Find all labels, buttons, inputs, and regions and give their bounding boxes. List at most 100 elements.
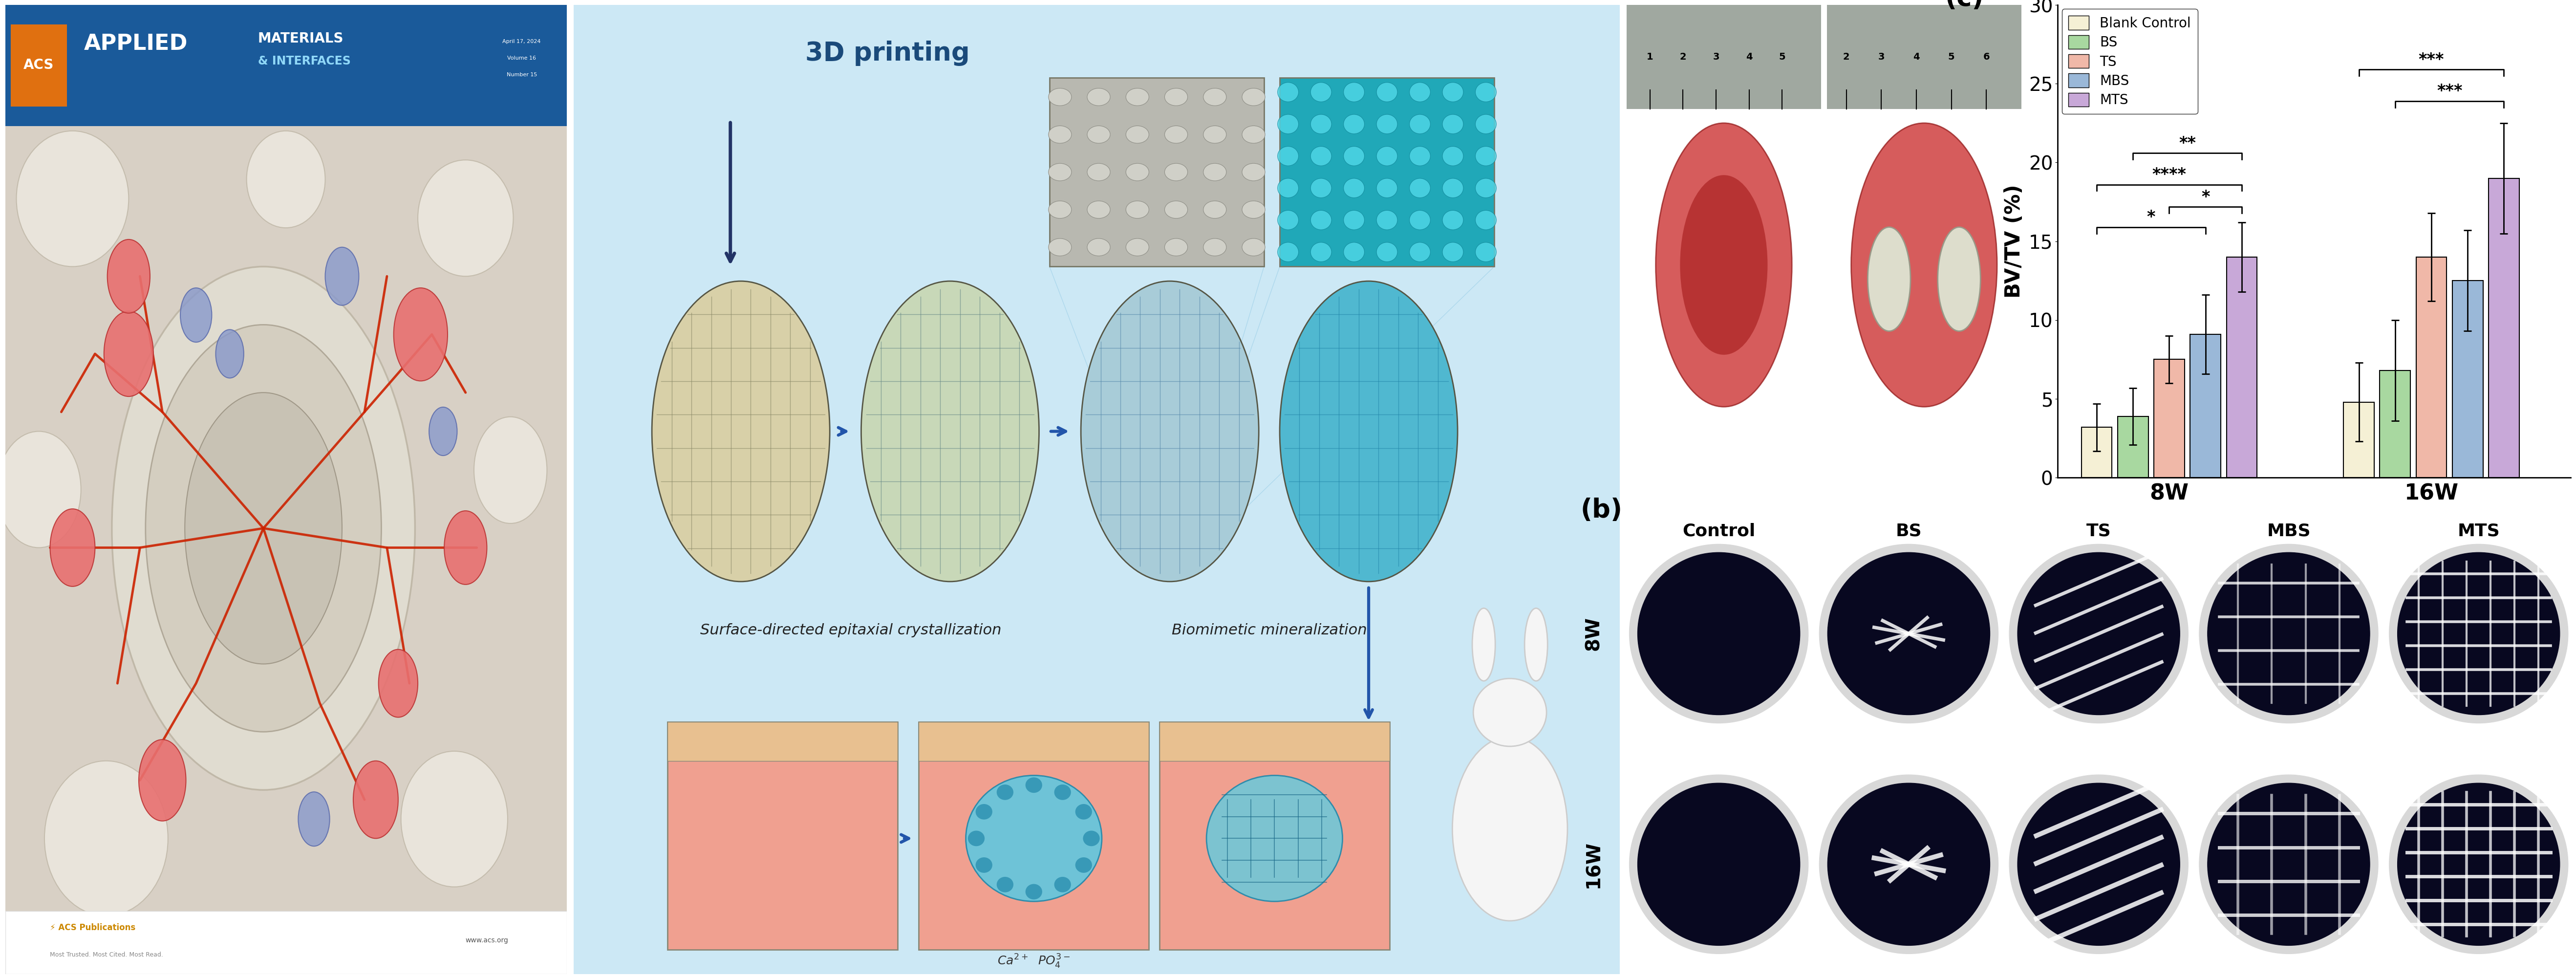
Circle shape xyxy=(2398,552,2561,715)
Ellipse shape xyxy=(44,761,167,916)
Circle shape xyxy=(139,739,185,821)
Bar xyxy=(667,723,899,950)
Ellipse shape xyxy=(1164,88,1188,106)
Circle shape xyxy=(2388,774,2568,954)
Circle shape xyxy=(1311,82,1332,102)
Circle shape xyxy=(379,649,417,718)
Title: TS: TS xyxy=(2087,523,2112,539)
Circle shape xyxy=(1476,210,1497,230)
Circle shape xyxy=(1476,82,1497,102)
Circle shape xyxy=(976,804,992,819)
Ellipse shape xyxy=(1453,736,1566,921)
Circle shape xyxy=(1443,243,1463,261)
Ellipse shape xyxy=(1126,201,1149,218)
Circle shape xyxy=(1443,82,1463,102)
Text: Samples: Samples xyxy=(1883,432,1965,448)
Ellipse shape xyxy=(1203,163,1226,181)
Circle shape xyxy=(1409,178,1430,198)
Bar xyxy=(10,24,67,107)
Text: 3: 3 xyxy=(1878,52,1886,62)
Circle shape xyxy=(1082,830,1100,846)
Circle shape xyxy=(325,248,358,305)
Circle shape xyxy=(1409,115,1430,134)
Circle shape xyxy=(2388,544,2568,723)
Ellipse shape xyxy=(860,281,1038,582)
Text: ⚡ ACS Publications: ⚡ ACS Publications xyxy=(49,923,137,932)
Circle shape xyxy=(1819,544,1999,723)
Circle shape xyxy=(1345,82,1365,102)
Circle shape xyxy=(1409,82,1430,102)
Title: BS: BS xyxy=(1896,523,1922,539)
Title: Control: Control xyxy=(1682,523,1754,539)
Ellipse shape xyxy=(1126,126,1149,143)
Circle shape xyxy=(2398,783,2561,946)
Circle shape xyxy=(1376,115,1396,134)
Text: 4: 4 xyxy=(1914,52,1919,62)
Text: 2: 2 xyxy=(1680,52,1687,62)
Ellipse shape xyxy=(1048,126,1072,143)
Text: ACS: ACS xyxy=(23,58,54,71)
Circle shape xyxy=(1443,115,1463,134)
Text: Surface-directed epitaxial crystallization: Surface-directed epitaxial crystallizati… xyxy=(701,623,1002,637)
Ellipse shape xyxy=(1164,201,1188,218)
Circle shape xyxy=(103,311,155,396)
Circle shape xyxy=(1376,178,1396,198)
Bar xyxy=(5,126,567,911)
Circle shape xyxy=(299,792,330,846)
Circle shape xyxy=(1376,210,1396,230)
Circle shape xyxy=(1311,243,1332,261)
Circle shape xyxy=(1054,877,1072,892)
Bar xyxy=(2452,281,2483,478)
Circle shape xyxy=(1443,178,1463,198)
Circle shape xyxy=(1345,147,1365,165)
Bar xyxy=(2117,416,2148,478)
Circle shape xyxy=(49,509,95,586)
Circle shape xyxy=(1476,243,1497,261)
Text: 5: 5 xyxy=(1780,52,1785,62)
Text: 6: 6 xyxy=(1984,52,1989,62)
Text: 3D printing: 3D printing xyxy=(806,41,969,66)
Circle shape xyxy=(2009,774,2187,954)
Ellipse shape xyxy=(1203,126,1226,143)
Circle shape xyxy=(1376,147,1396,165)
Circle shape xyxy=(1025,777,1043,793)
Circle shape xyxy=(2200,774,2378,954)
Circle shape xyxy=(1638,783,1801,946)
Text: MATERIALS: MATERIALS xyxy=(258,32,343,46)
Ellipse shape xyxy=(1680,175,1767,354)
Circle shape xyxy=(1476,115,1497,134)
Ellipse shape xyxy=(1164,126,1188,143)
Circle shape xyxy=(1311,210,1332,230)
Bar xyxy=(2344,402,2375,478)
Ellipse shape xyxy=(1164,163,1188,181)
Circle shape xyxy=(1631,774,1808,954)
Circle shape xyxy=(1409,243,1430,261)
Text: www.acs.org: www.acs.org xyxy=(466,937,507,944)
Circle shape xyxy=(2009,544,2187,723)
Circle shape xyxy=(111,266,415,790)
Bar xyxy=(2190,334,2221,478)
Bar xyxy=(920,723,1149,950)
Circle shape xyxy=(1025,884,1043,900)
Text: *: * xyxy=(2202,189,2210,205)
Legend: Blank Control, BS, TS, MBS, MTS: Blank Control, BS, TS, MBS, MTS xyxy=(2061,9,2197,114)
Circle shape xyxy=(1476,147,1497,165)
Bar xyxy=(5,5,567,126)
Text: $Ca^{2+}$  $PO_4^{3-}$: $Ca^{2+}$ $PO_4^{3-}$ xyxy=(997,953,1069,969)
Bar xyxy=(1159,723,1388,761)
Text: Volume 16: Volume 16 xyxy=(507,56,536,61)
Circle shape xyxy=(108,240,149,313)
Bar xyxy=(2081,427,2112,478)
Ellipse shape xyxy=(0,432,80,547)
Bar xyxy=(667,723,899,761)
Ellipse shape xyxy=(247,131,325,228)
Y-axis label: BV/TV (%): BV/TV (%) xyxy=(2004,184,2025,299)
Circle shape xyxy=(1345,243,1365,261)
Circle shape xyxy=(997,784,1012,800)
Circle shape xyxy=(1376,82,1396,102)
Bar xyxy=(1048,77,1265,266)
Ellipse shape xyxy=(1242,239,1265,256)
Ellipse shape xyxy=(1126,239,1149,256)
Ellipse shape xyxy=(1164,239,1188,256)
Ellipse shape xyxy=(1242,88,1265,106)
